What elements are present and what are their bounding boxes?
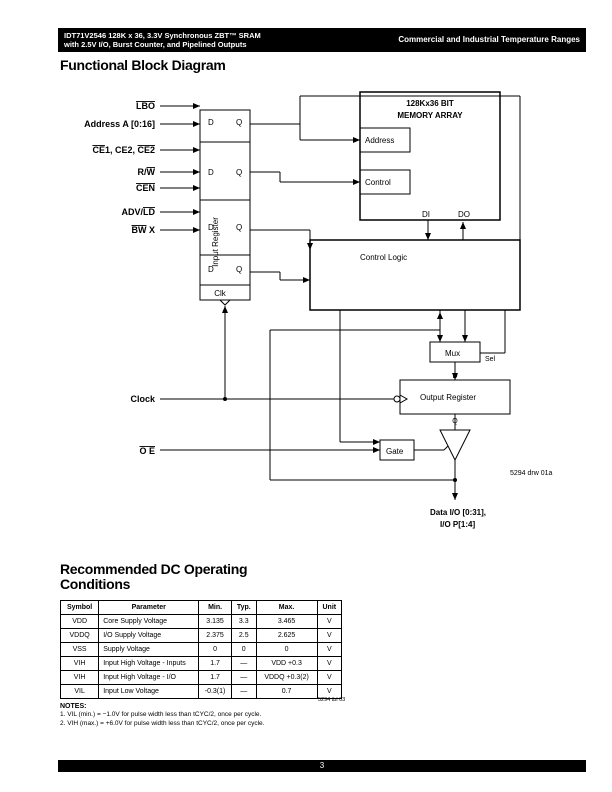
table-row: VILInput Low Voltage-0.3(1)—0.7V: [61, 685, 342, 699]
table-cell: 3.135: [199, 615, 232, 629]
note-2: 2. VIH (max.) = +6.0V for pulse width le…: [60, 720, 264, 728]
table-cell: VDD +0.3: [256, 657, 317, 671]
table-cell: 3.465: [256, 615, 317, 629]
svg-text:O E: O E: [139, 446, 155, 456]
table-cell: -0.3(1): [199, 685, 232, 699]
table-cell: Input Low Voltage: [99, 685, 199, 699]
table-cell: 2.625: [256, 629, 317, 643]
svg-text:D: D: [208, 118, 214, 127]
svg-text:Q: Q: [236, 265, 242, 274]
svg-text:Clock: Clock: [130, 394, 156, 404]
notes-block: NOTES: 1. VIL (min.) = −1.0V for pulse w…: [60, 702, 264, 728]
svg-text:DI: DI: [422, 210, 430, 219]
svg-text:D: D: [208, 168, 214, 177]
th-typ: Typ.: [231, 601, 256, 615]
svg-text:Mux: Mux: [445, 349, 460, 358]
table-row: VIHInput High Voltage - Inputs1.7—VDD +0…: [61, 657, 342, 671]
dc-title: Recommended DC Operating Conditions: [60, 562, 280, 593]
table-row: VIHInput High Voltage - I/O1.7—VDDQ +0.3…: [61, 671, 342, 685]
page-number: 3: [320, 761, 324, 770]
table-id: 5294 tbl 03: [318, 697, 345, 703]
svg-text:Data I/O [0:31],: Data I/O [0:31],: [430, 508, 486, 517]
svg-text:DO: DO: [458, 210, 470, 219]
svg-text:5294 drw 01a: 5294 drw 01a: [510, 470, 553, 477]
table-cell: 2.375: [199, 629, 232, 643]
table-row: VSSSupply Voltage000V: [61, 643, 342, 657]
product-line1: IDT71V2546 128K x 36, 3.3V Synchronous Z…: [64, 31, 261, 40]
table-cell: VIH: [61, 657, 99, 671]
svg-text:Output Register: Output Register: [420, 393, 476, 402]
table-cell: I/O Supply Voltage: [99, 629, 199, 643]
th-max: Max.: [256, 601, 317, 615]
svg-text:Input Register: Input Register: [211, 217, 220, 267]
table-cell: 2.5: [231, 629, 256, 643]
table-cell: VIH: [61, 671, 99, 685]
th-param: Parameter: [99, 601, 199, 615]
svg-text:Q: Q: [236, 118, 242, 127]
table-cell: 1.7: [199, 657, 232, 671]
product-line2: with 2.5V I/O, Burst Counter, and Pipeli…: [64, 40, 261, 49]
svg-text:LBO: LBO: [136, 101, 155, 111]
note-1: 1. VIL (min.) = −1.0V for pulse width le…: [60, 711, 264, 719]
table-cell: VDDQ +0.3(2): [256, 671, 317, 685]
svg-text:ADV/LD: ADV/LD: [121, 207, 155, 217]
th-unit: Unit: [317, 601, 341, 615]
svg-text:Q: Q: [236, 168, 242, 177]
th-min: Min.: [199, 601, 232, 615]
notes-title: NOTES:: [60, 702, 264, 711]
th-symbol: Symbol: [61, 601, 99, 615]
svg-text:Control: Control: [365, 178, 391, 187]
svg-text:Address A [0:16]: Address A [0:16]: [84, 119, 155, 129]
table-cell: VDD: [61, 615, 99, 629]
table-header-row: Symbol Parameter Min. Typ. Max. Unit: [61, 601, 342, 615]
svg-text:Clk: Clk: [214, 289, 227, 298]
svg-text:CEN: CEN: [136, 183, 155, 193]
dc-table-wrap: Symbol Parameter Min. Typ. Max. Unit VDD…: [60, 600, 342, 699]
svg-text:CE1, CE2, CE2: CE1, CE2, CE2: [92, 145, 155, 155]
svg-text:Control Logic: Control Logic: [360, 253, 407, 262]
table-row: VDDCore Supply Voltage3.1353.33.465V: [61, 615, 342, 629]
dc-table: Symbol Parameter Min. Typ. Max. Unit VDD…: [60, 600, 342, 699]
header-left: IDT71V2546 128K x 36, 3.3V Synchronous Z…: [64, 31, 261, 49]
svg-text:R/W: R/W: [138, 167, 156, 177]
svg-text:Q: Q: [236, 223, 242, 232]
table-cell: Supply Voltage: [99, 643, 199, 657]
svg-text:Sel: Sel: [485, 356, 496, 363]
svg-text:Gate: Gate: [386, 447, 404, 456]
svg-text:I/O P[1:4]: I/O P[1:4]: [440, 520, 475, 529]
table-cell: VIL: [61, 685, 99, 699]
header-bar: IDT71V2546 128K x 36, 3.3V Synchronous Z…: [58, 28, 586, 52]
table-cell: Input High Voltage - I/O: [99, 671, 199, 685]
svg-text:128Kx36 BIT: 128Kx36 BIT: [406, 99, 454, 108]
svg-text:BW X: BW X: [131, 225, 155, 235]
table-cell: V: [317, 643, 341, 657]
header-right: Commercial and Industrial Temperature Ra…: [398, 35, 580, 45]
table-cell: V: [317, 671, 341, 685]
table-cell: 0: [231, 643, 256, 657]
table-cell: V: [317, 615, 341, 629]
table-cell: —: [231, 657, 256, 671]
table-cell: Core Supply Voltage: [99, 615, 199, 629]
table-cell: 1.7: [199, 671, 232, 685]
page-number-bar: 3: [58, 760, 586, 772]
table-cell: —: [231, 671, 256, 685]
table-cell: —: [231, 685, 256, 699]
table-cell: 0.7: [256, 685, 317, 699]
table-cell: 3.3: [231, 615, 256, 629]
table-cell: 0: [199, 643, 232, 657]
block-diagram: D Q D Q D Q D Q Clk Input Register LBO A…: [60, 80, 560, 540]
svg-text:MEMORY ARRAY: MEMORY ARRAY: [397, 111, 463, 120]
table-cell: 0: [256, 643, 317, 657]
table-cell: VDDQ: [61, 629, 99, 643]
table-cell: VSS: [61, 643, 99, 657]
svg-text:Address: Address: [365, 136, 394, 145]
table-row: VDDQI/O Supply Voltage2.3752.52.625V: [61, 629, 342, 643]
table-cell: V: [317, 657, 341, 671]
functional-title: Functional Block Diagram: [60, 57, 226, 73]
table-cell: Input High Voltage - Inputs: [99, 657, 199, 671]
table-cell: V: [317, 629, 341, 643]
